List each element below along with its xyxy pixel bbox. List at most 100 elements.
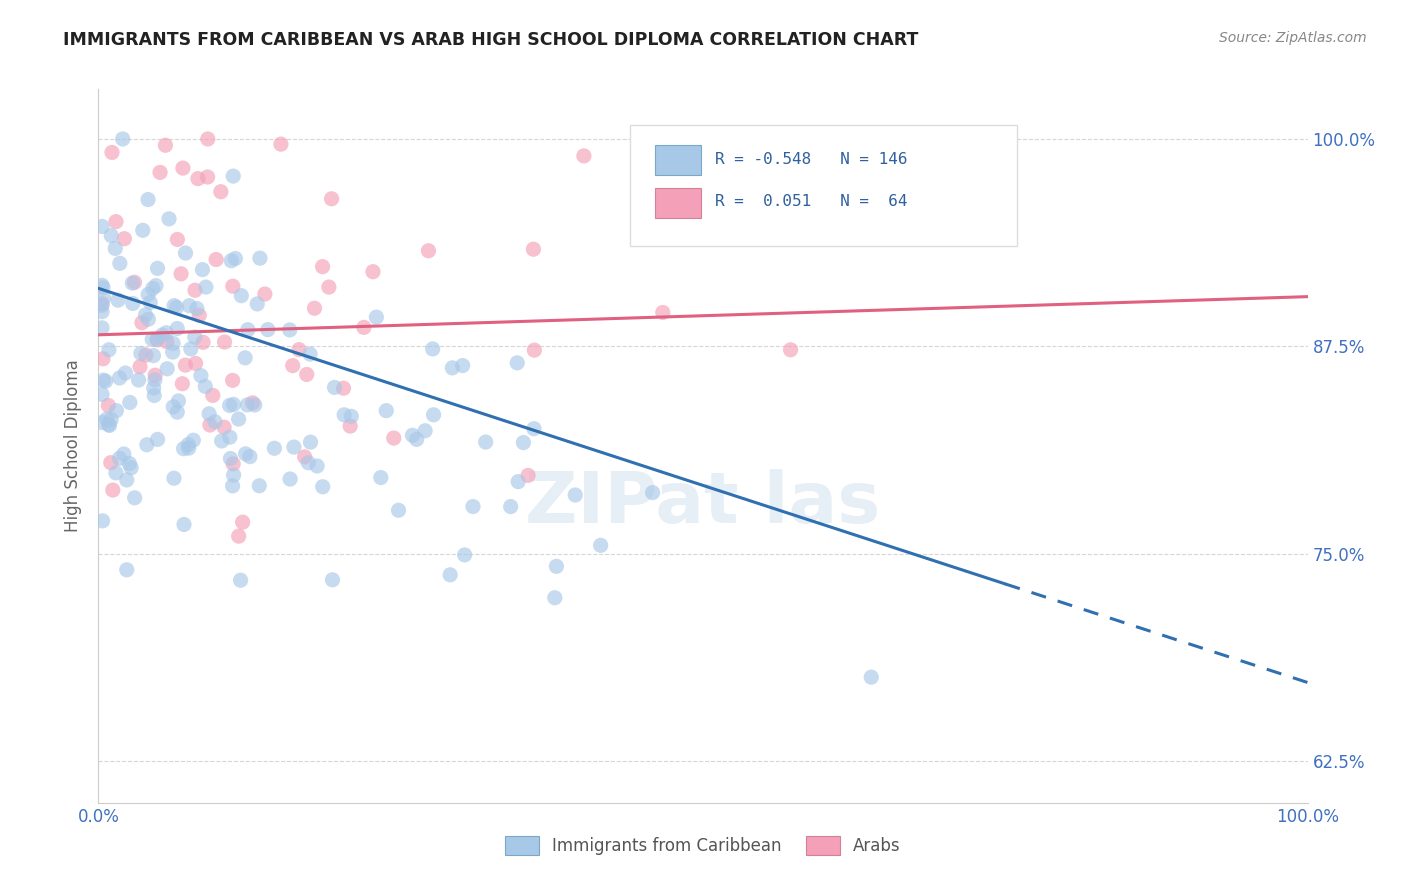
Point [187, 171, 209, 186]
Text: R = -0.548   N = 146: R = -0.548 N = 146 [716, 152, 908, 167]
Point [236, 398, 259, 412]
Point [124, 491, 146, 505]
Point [91, 321, 114, 335]
Point [104, 214, 127, 228]
Point [91, 351, 114, 366]
Point [401, 428, 423, 442]
Point [523, 343, 546, 358]
Point [544, 591, 567, 605]
Point [222, 169, 245, 183]
Point [170, 267, 193, 281]
Point [115, 473, 138, 487]
Point [278, 323, 301, 337]
Point [236, 323, 259, 337]
Point [129, 359, 152, 374]
Point [105, 403, 128, 417]
Point [173, 517, 195, 532]
Point [129, 346, 152, 360]
Point [517, 468, 540, 483]
Point [441, 360, 464, 375]
Point [228, 529, 250, 543]
Point [166, 405, 188, 419]
Point [387, 503, 409, 517]
Point [177, 437, 200, 451]
Point [222, 468, 245, 483]
Point [162, 345, 184, 359]
Point [121, 296, 143, 310]
Point [104, 241, 127, 255]
Point [155, 326, 177, 340]
Point [155, 138, 177, 153]
Point [295, 368, 318, 382]
Point [205, 252, 228, 267]
Point [499, 500, 522, 514]
Point [174, 358, 197, 372]
Point [181, 433, 204, 447]
Point [512, 435, 534, 450]
Point [214, 334, 236, 349]
Point [173, 442, 195, 456]
Point [228, 412, 250, 426]
Point [143, 368, 166, 383]
Point [361, 265, 384, 279]
Point [166, 301, 188, 315]
Text: Source: ZipAtlas.com: Source: ZipAtlas.com [1219, 31, 1367, 45]
Point [118, 457, 141, 471]
Point [93, 373, 115, 387]
Point [209, 185, 232, 199]
Point [307, 458, 329, 473]
Point [651, 305, 673, 319]
Point [157, 211, 180, 226]
Point [382, 431, 405, 445]
Point [143, 373, 166, 387]
Point [257, 323, 280, 337]
FancyBboxPatch shape [655, 187, 700, 218]
Point [101, 483, 124, 497]
Point [108, 451, 131, 466]
Point [323, 380, 346, 394]
Point [194, 379, 217, 393]
Point [188, 309, 211, 323]
Point [111, 132, 134, 146]
Point [860, 670, 883, 684]
Point [221, 373, 243, 387]
Point [506, 356, 529, 370]
Point [190, 368, 212, 383]
Point [136, 287, 159, 301]
Point [198, 407, 221, 421]
Point [589, 538, 612, 552]
Point [139, 295, 162, 310]
Point [162, 400, 184, 414]
Point [172, 376, 194, 391]
Point [100, 412, 122, 426]
Point [121, 276, 143, 290]
Point [413, 424, 436, 438]
Point [101, 145, 124, 160]
Point [297, 456, 319, 470]
Text: R =  0.051   N =  64: R = 0.051 N = 64 [716, 194, 908, 210]
Point [112, 447, 135, 461]
Point [422, 408, 444, 422]
Point [294, 450, 316, 464]
Point [366, 310, 388, 325]
Point [191, 262, 214, 277]
Point [91, 219, 114, 234]
Point [115, 563, 138, 577]
Point [163, 299, 186, 313]
Point [278, 472, 301, 486]
Point [142, 349, 165, 363]
Point [222, 457, 245, 471]
Point [218, 430, 240, 444]
Point [97, 343, 120, 357]
Point [91, 387, 114, 401]
Point [145, 278, 167, 293]
FancyBboxPatch shape [630, 125, 1018, 246]
Point [197, 132, 219, 146]
Y-axis label: High School Diploma: High School Diploma [63, 359, 82, 533]
Point [222, 397, 245, 411]
Point [136, 193, 159, 207]
Point [239, 450, 262, 464]
Point [422, 342, 444, 356]
Point [311, 260, 333, 274]
Point [304, 301, 326, 316]
